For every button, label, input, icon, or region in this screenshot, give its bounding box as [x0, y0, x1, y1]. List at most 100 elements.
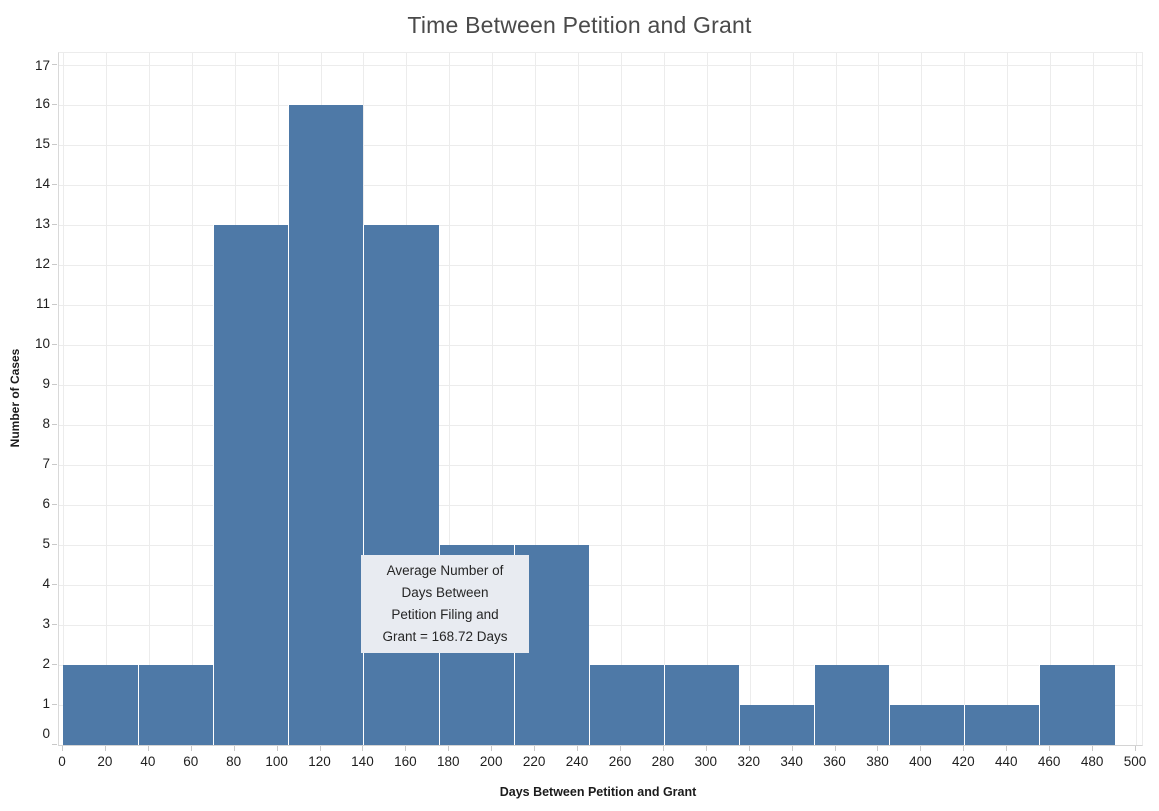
x-tick-label: 280	[651, 754, 675, 769]
y-tick-mark	[52, 344, 57, 345]
x-tick-mark	[491, 746, 493, 751]
y-tick-label: 5	[42, 536, 50, 551]
y-tick-label: 17	[34, 58, 50, 73]
horizontal-gridline	[59, 545, 1142, 546]
horizontal-gridline	[59, 225, 1142, 226]
y-tick-label: 1	[42, 696, 50, 711]
x-tick-label: 360	[823, 754, 846, 769]
x-tick-label: 340	[780, 754, 803, 769]
x-tick-label: 440	[994, 754, 1018, 769]
x-tick-mark	[791, 746, 793, 751]
x-tick-label: 140	[351, 754, 374, 769]
x-tick-label: 380	[866, 754, 889, 769]
x-tick-mark	[104, 746, 106, 751]
vertical-gridline	[1007, 53, 1009, 745]
vertical-gridline	[535, 53, 537, 745]
annotation-line: Average Number of	[386, 563, 504, 578]
vertical-gridline	[792, 53, 794, 745]
y-tick-label: 8	[42, 416, 50, 431]
y-tick-mark	[52, 64, 57, 65]
histogram-bar[interactable]	[814, 665, 890, 745]
y-tick-label: 6	[42, 496, 50, 511]
annotation-line: Petition Filing and	[391, 607, 499, 622]
histogram-bar[interactable]	[288, 105, 364, 745]
vertical-gridline	[148, 53, 150, 745]
y-tick-mark	[52, 424, 57, 425]
vertical-gridline	[105, 53, 107, 745]
y-tick-mark	[52, 504, 57, 505]
y-tick-mark	[52, 624, 57, 625]
histogram-bar[interactable]	[63, 665, 139, 745]
y-tick-mark	[52, 464, 57, 465]
x-tick-mark	[834, 746, 836, 751]
annotation-line: Grant = 168.72 Days	[382, 629, 508, 644]
histogram-bar[interactable]	[588, 665, 664, 745]
horizontal-gridline	[59, 385, 1142, 386]
histogram-bar[interactable]	[738, 705, 815, 745]
x-tick-label: 220	[522, 754, 546, 769]
x-tick-label: 480	[1080, 754, 1104, 769]
horizontal-gridline	[59, 105, 1142, 106]
annotation-line: Days Between	[401, 585, 489, 600]
x-tick-mark	[190, 746, 192, 751]
x-tick-mark	[147, 746, 149, 751]
vertical-gridline	[1136, 53, 1137, 745]
x-tick-mark	[577, 746, 579, 751]
vertical-gridline	[964, 53, 966, 745]
vertical-gridline	[1050, 53, 1052, 745]
x-tick-mark	[405, 746, 407, 751]
vertical-gridline	[191, 53, 193, 745]
x-tick-mark	[920, 746, 922, 751]
histogram-bar[interactable]	[1039, 665, 1115, 745]
histogram-bar[interactable]	[889, 705, 965, 745]
vertical-gridline	[492, 53, 494, 745]
horizontal-gridline	[59, 345, 1142, 346]
histogram-bar[interactable]	[213, 225, 289, 745]
x-tick-label: 240	[565, 754, 589, 769]
x-tick-label: 160	[394, 754, 417, 769]
y-tick-mark	[52, 704, 57, 705]
chart-title: Time Between Petition and Grant	[407, 12, 752, 38]
y-tick-label: 16	[34, 96, 50, 111]
y-tick-mark	[52, 744, 57, 745]
y-tick-label: 2	[42, 656, 50, 671]
horizontal-gridline	[59, 305, 1142, 306]
horizontal-gridline	[59, 65, 1142, 66]
y-tick-label: 9	[42, 376, 50, 391]
x-tick-label: 460	[1037, 754, 1061, 769]
x-tick-label: 40	[140, 754, 156, 769]
y-tick-mark	[52, 224, 57, 225]
x-tick-mark	[1006, 746, 1008, 751]
x-tick-label: 420	[952, 754, 975, 769]
vertical-gridline	[749, 53, 751, 745]
y-tick-mark	[52, 384, 57, 385]
x-tick-label: 320	[737, 754, 760, 769]
vertical-gridline	[620, 53, 622, 745]
y-tick-mark	[52, 144, 57, 145]
x-tick-label: 260	[608, 754, 632, 769]
histogram-bar[interactable]	[663, 665, 739, 745]
y-tick-label: 0	[42, 726, 50, 741]
y-tick-mark	[52, 664, 57, 665]
y-tick-label: 12	[34, 256, 50, 271]
horizontal-gridline	[59, 425, 1142, 426]
vertical-gridline	[1093, 53, 1095, 745]
horizontal-gridline	[59, 505, 1142, 506]
x-tick-label: 180	[437, 754, 460, 769]
x-tick-label: 300	[694, 754, 718, 769]
horizontal-gridline	[59, 265, 1142, 266]
y-tick-label: 10	[34, 336, 50, 351]
vertical-gridline	[706, 53, 708, 745]
x-tick-mark	[362, 746, 364, 751]
x-tick-label: 60	[183, 754, 199, 769]
vertical-gridline	[663, 53, 665, 745]
y-tick-mark	[52, 304, 57, 305]
x-tick-label: 200	[479, 754, 503, 769]
histogram-bar[interactable]	[138, 665, 214, 745]
x-tick-mark	[705, 746, 707, 751]
x-tick-label: 100	[265, 754, 288, 769]
x-tick-mark	[877, 746, 879, 751]
histogram-bar[interactable]	[964, 705, 1040, 745]
x-tick-mark	[534, 746, 536, 751]
histogram-bar[interactable]	[363, 225, 439, 745]
